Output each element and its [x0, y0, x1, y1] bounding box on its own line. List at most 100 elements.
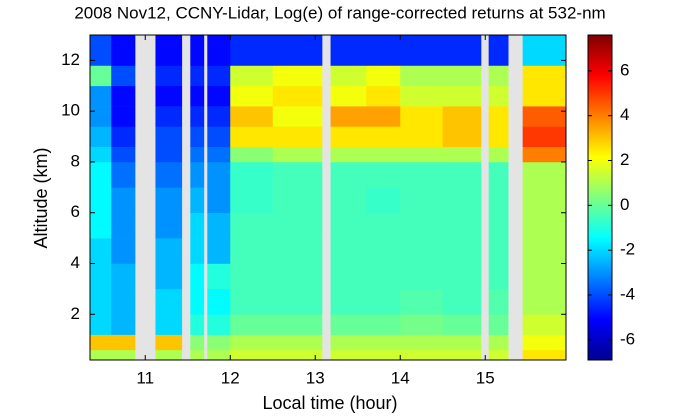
heatmap-cell [488, 126, 509, 148]
heatmap-cell [207, 263, 231, 290]
colorbar [588, 35, 612, 360]
colorbar-tick-label: 0 [620, 195, 629, 214]
heatmap-cell [488, 106, 509, 127]
heatmap-cell [366, 288, 401, 315]
heatmap-cell [155, 65, 183, 87]
heatmap-cell [488, 65, 509, 87]
heatmap-cell [330, 263, 367, 290]
heatmap-cell [230, 161, 274, 188]
heatmap-cell [400, 334, 444, 351]
heatmap-cell [330, 146, 367, 163]
y-tick-label: 8 [71, 151, 80, 170]
heatmap-cell [330, 106, 367, 127]
heatmap-cell [90, 314, 112, 335]
heatmap-cell [272, 35, 323, 66]
heatmap-cell [190, 65, 205, 87]
heatmap-cell [207, 314, 231, 335]
heatmap-cell [442, 65, 482, 87]
heatmap-cell [230, 35, 274, 66]
colorbar-tick-label: 4 [620, 105, 629, 124]
heatmap-cell [400, 314, 444, 335]
heatmap-cell [272, 288, 323, 315]
heatmap-cell [111, 288, 136, 315]
heatmap-cell [111, 349, 136, 361]
heatmap-cell [522, 238, 567, 264]
x-tick-label: 11 [136, 368, 154, 387]
heatmap-cell [90, 187, 112, 214]
heatmap-cell [488, 288, 509, 315]
colorbar-tick-label: 6 [620, 60, 629, 79]
heatmap-cell [90, 126, 112, 148]
heatmap-cell [272, 85, 323, 107]
heatmap-cell [230, 314, 274, 335]
heatmap-cell [230, 349, 274, 361]
heatmap-cell [190, 334, 205, 351]
heatmap-cell [330, 161, 367, 188]
heatmap-cell [111, 146, 136, 163]
heatmap-cell [522, 126, 567, 148]
heatmap-cell [111, 238, 136, 264]
heatmap-cell [207, 349, 231, 361]
heatmap-cell [111, 161, 136, 188]
heatmap-cell [400, 106, 444, 127]
heatmap-cell [155, 314, 183, 335]
heatmap-cell [272, 349, 323, 361]
heatmap-cell [207, 106, 231, 127]
chart-title: 2008 Nov12, CCNY-Lidar, Log(e) of range-… [74, 3, 605, 22]
heatmap-cell [400, 65, 444, 87]
colorbar-frame [587, 34, 613, 361]
heatmap-cell [90, 334, 112, 351]
colorbar-tick-label: -2 [620, 240, 635, 259]
axes [90, 35, 566, 360]
heatmap-cell [366, 35, 401, 66]
heatmap-cell [207, 35, 231, 66]
heatmap-cell [111, 35, 136, 66]
heatmap-cell [190, 35, 205, 66]
heatmap-cell [230, 65, 274, 87]
heatmap-cell [488, 161, 509, 188]
colorbar-tick-label: -4 [620, 284, 635, 303]
heatmap-cell [488, 334, 509, 351]
heatmap-cell [522, 314, 567, 335]
heatmap-cell [488, 212, 509, 239]
x-tick-label: 15 [476, 368, 495, 387]
x-tick-label: 14 [391, 368, 410, 387]
heatmap-cell [155, 288, 183, 315]
heatmap-cell [207, 334, 231, 351]
heatmap-cell [190, 106, 205, 127]
heatmap-cell [207, 288, 231, 315]
heatmap-cell [488, 187, 509, 214]
heatmap-cell [155, 334, 183, 351]
plot-frame [89, 34, 567, 361]
heatmap-cell [230, 146, 274, 163]
heatmap-cell [488, 35, 509, 66]
heatmap-cell [330, 314, 367, 335]
heatmap-cell [90, 35, 112, 66]
heatmap-cell [400, 126, 444, 148]
heatmap-cell [330, 212, 367, 239]
heatmap-cell [230, 288, 274, 315]
heatmap-cell [90, 288, 112, 315]
heatmap-cell [155, 35, 183, 66]
heatmap-cell [111, 106, 136, 127]
heatmap-cell [442, 238, 482, 264]
heatmap-cell [190, 238, 205, 264]
heatmap-cell [366, 161, 401, 188]
heatmap-cell [522, 85, 567, 107]
heatmap-cell [522, 187, 567, 214]
heatmap-cell [442, 35, 482, 66]
heatmap-cell [488, 238, 509, 264]
heatmap-cell [330, 334, 367, 351]
heatmap-cell [90, 106, 112, 127]
heatmap-cell [522, 212, 567, 239]
heatmap-cell [155, 146, 183, 163]
heatmap [90, 35, 567, 361]
heatmap-cell [442, 263, 482, 290]
heatmap-cell [111, 187, 136, 214]
heatmap-cell [190, 126, 205, 148]
heatmap-cell [366, 85, 401, 107]
heatmap-cell [400, 85, 444, 107]
heatmap-cell [272, 161, 323, 188]
heatmap-cell [442, 212, 482, 239]
